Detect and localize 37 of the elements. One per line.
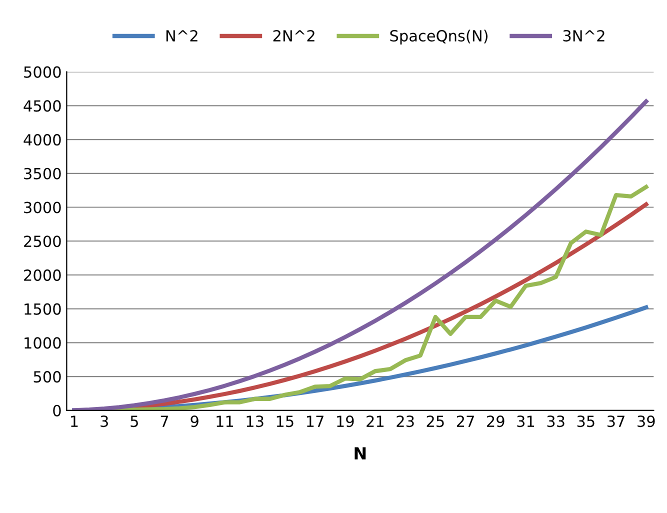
x-tick-label: 9	[190, 416, 198, 428]
x-axis-title: N	[354, 447, 366, 460]
legend-label: N^2	[166, 30, 198, 42]
x-tick-label: 7	[160, 416, 168, 427]
x-tick-label: 37	[607, 416, 624, 428]
y-tick-label: 2000	[24, 269, 61, 281]
x-tick-label: 3	[100, 416, 108, 428]
y-tick-label: 0	[53, 404, 61, 416]
x-tick-label: 23	[396, 416, 414, 428]
y-tick-label: 5000	[24, 66, 61, 78]
y-tick-label: 1500	[24, 303, 61, 315]
x-tick-label: 27	[456, 416, 474, 427]
x-tick-label: 11	[216, 416, 234, 427]
x-tick-label: 17	[306, 416, 324, 427]
line-series	[72, 99, 648, 410]
y-tick-label: 4000	[24, 134, 61, 146]
y-tick-label: 500	[34, 371, 61, 383]
x-tick-label: 19	[337, 416, 354, 428]
legend-label: 3N^2	[563, 30, 604, 42]
x-tick-label: 33	[547, 416, 564, 428]
x-tick-label: 15	[276, 416, 294, 428]
x-tick-label: 29	[487, 416, 504, 428]
x-tick-label: 25	[426, 416, 444, 428]
y-tick-label: 3500	[24, 168, 61, 180]
y-tick-label: 2500	[24, 236, 61, 248]
y-tick-label: 4500	[24, 100, 61, 112]
y-tick-label: 3000	[24, 202, 61, 214]
x-tick-label: 39	[638, 416, 655, 428]
x-tick-label: 35	[577, 416, 594, 428]
x-tick-label: 5	[130, 416, 138, 428]
x-tick-label: 31	[517, 416, 534, 428]
x-tick-label: 1	[71, 416, 78, 427]
y-tick-label: 1000	[24, 337, 61, 349]
legend-label: SpaceQns(N)	[390, 30, 488, 45]
legend-label: 2N^2	[273, 30, 314, 42]
x-tick-label: 13	[246, 416, 264, 428]
x-tick-label: 21	[366, 416, 384, 427]
